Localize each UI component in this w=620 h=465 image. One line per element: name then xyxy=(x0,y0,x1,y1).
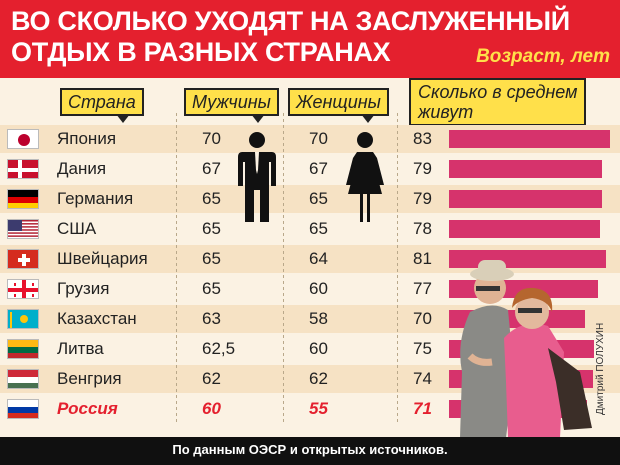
country-name: Швейцария xyxy=(57,249,148,268)
page-title: ВО СКОЛЬКО УХОДЯТ НА ЗАСЛУЖЕННЫЙ ОТДЫХ В… xyxy=(11,6,570,68)
women-age: 65 xyxy=(309,189,328,208)
women-age: 64 xyxy=(309,249,328,268)
table-row: Швейцария 65 64 81 xyxy=(0,245,620,273)
women-age: 58 xyxy=(309,309,328,328)
flag-icon-jp xyxy=(7,129,39,149)
flag-icon-de xyxy=(7,189,39,209)
men-age: 60 xyxy=(202,399,221,418)
footer-bar: По данным ОЭСР и открытых источников. xyxy=(0,437,620,465)
men-age: 63 xyxy=(202,309,221,328)
photo-credit: Дмитрий ПОЛУХИН xyxy=(595,322,606,415)
life-expectancy-label: 79 xyxy=(413,189,432,208)
life-expectancy-label: 71 xyxy=(413,399,432,418)
men-age: 65 xyxy=(202,249,221,268)
table-row: Япония 70 70 83 xyxy=(0,125,620,153)
title-line-1: ВО СКОЛЬКО УХОДЯТ НА ЗАСЛУЖЕННЫЙ xyxy=(11,6,570,36)
header-life-line-1: Сколько в среднем xyxy=(418,82,578,102)
life-expectancy-label: 79 xyxy=(413,159,432,178)
men-age: 70 xyxy=(202,129,221,148)
flag-icon-hu xyxy=(7,369,39,389)
women-age: 67 xyxy=(309,159,328,178)
life-expectancy-bar xyxy=(449,190,603,208)
men-age: 67 xyxy=(202,159,221,178)
column-divider xyxy=(397,113,398,425)
country-name: Грузия xyxy=(57,279,110,298)
flag-icon-dk xyxy=(7,159,39,179)
column-divider xyxy=(283,113,284,425)
life-expectancy-label: 70 xyxy=(413,309,432,328)
life-expectancy-label: 81 xyxy=(413,249,432,268)
country-name: Венгрия xyxy=(57,369,122,388)
women-age: 65 xyxy=(309,219,328,238)
title-line-2: ОТДЫХ В РАЗНЫХ СТРАНАХ xyxy=(11,37,391,67)
men-age: 62 xyxy=(202,369,221,388)
header-men: Мужчины xyxy=(184,88,279,123)
country-name: Литва xyxy=(57,339,104,358)
life-expectancy-label: 77 xyxy=(413,279,432,298)
life-expectancy-bar xyxy=(449,130,610,148)
flag-icon-kz xyxy=(7,309,39,329)
women-age: 60 xyxy=(309,279,328,298)
men-age: 65 xyxy=(202,219,221,238)
table-row: США 65 65 78 xyxy=(0,215,620,243)
country-name: Япония xyxy=(57,129,117,148)
header-country: Страна xyxy=(60,88,144,123)
flag-icon-lt xyxy=(7,339,39,359)
life-expectancy-label: 75 xyxy=(413,339,432,358)
men-age: 65 xyxy=(202,279,221,298)
women-age: 55 xyxy=(309,399,328,418)
elderly-couple-photo xyxy=(460,260,592,438)
subtitle-unit: Возраст, лет xyxy=(476,46,610,67)
women-age: 60 xyxy=(309,339,328,358)
woman-silhouette-icon xyxy=(346,132,384,222)
country-name: Казахстан xyxy=(57,309,137,328)
header-life-line-2: живут xyxy=(418,102,474,122)
source-note: По данным ОЭСР и открытых источников. xyxy=(172,442,448,457)
header-women: Женщины xyxy=(288,88,389,123)
country-name: Германия xyxy=(57,189,134,208)
table-row: Германия 65 65 79 xyxy=(0,185,620,213)
country-name: США xyxy=(57,219,97,238)
flag-icon-us xyxy=(7,219,39,239)
life-expectancy-label: 78 xyxy=(413,219,432,238)
men-age: 65 xyxy=(202,189,221,208)
women-age: 70 xyxy=(309,129,328,148)
women-age: 62 xyxy=(309,369,328,388)
life-expectancy-bar xyxy=(449,160,603,178)
life-expectancy-bar xyxy=(449,220,601,238)
life-expectancy-label: 83 xyxy=(413,129,432,148)
men-age: 62,5 xyxy=(202,339,236,358)
title-banner: ВО СКОЛЬКО УХОДЯТ НА ЗАСЛУЖЕННЫЙ ОТДЫХ В… xyxy=(0,0,620,78)
man-silhouette-icon xyxy=(238,132,276,222)
table-row: Дания 67 67 79 xyxy=(0,155,620,183)
flag-icon-ch xyxy=(7,249,39,269)
header-life-expectancy: Сколько в среднем живут xyxy=(409,78,587,133)
life-expectancy-label: 74 xyxy=(413,369,432,388)
country-name: Россия xyxy=(57,399,118,418)
flag-icon-ru xyxy=(7,399,39,419)
flag-icon-ge xyxy=(7,279,39,299)
country-name: Дания xyxy=(57,159,107,178)
column-divider xyxy=(176,113,177,425)
